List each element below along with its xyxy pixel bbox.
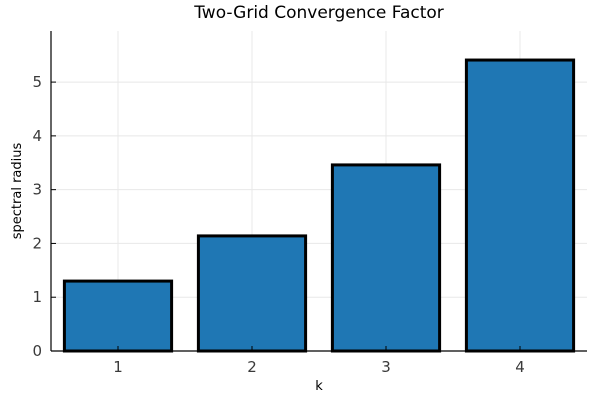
x-tick-label: 4 [515,358,525,376]
y-tick-label: 2 [32,234,42,252]
bars [62,58,576,353]
y-ticks: 0 1 2 3 4 5 [32,73,56,360]
x-axis-label: k [315,379,323,394]
bar-4 [464,58,576,353]
y-tick-label: 0 [32,342,42,360]
bar-2 [196,234,308,353]
y-axis-label: spectral radius [10,143,25,240]
bar-1 [62,279,174,353]
x-tick-label: 2 [247,358,257,376]
y-tick-label: 1 [32,288,42,306]
x-tick-label: 1 [113,358,123,376]
y-tick-label: 4 [32,127,42,145]
chart-title: Two-Grid Convergence Factor [193,3,444,23]
x-ticks: 1 2 3 4 [113,346,525,376]
bar-3 [330,163,442,353]
y-tick-label: 5 [32,73,42,91]
y-tick-label: 3 [32,181,42,199]
x-tick-label: 3 [381,358,391,376]
